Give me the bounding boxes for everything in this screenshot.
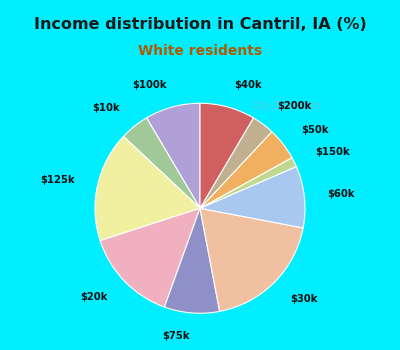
- Wedge shape: [146, 103, 200, 208]
- Text: $10k: $10k: [92, 103, 120, 113]
- Wedge shape: [95, 136, 200, 241]
- Wedge shape: [100, 208, 200, 307]
- Wedge shape: [124, 118, 200, 208]
- Text: $20k: $20k: [81, 292, 108, 302]
- Text: $75k: $75k: [162, 331, 190, 341]
- Wedge shape: [200, 158, 296, 208]
- Wedge shape: [200, 103, 254, 208]
- Text: Income distribution in Cantril, IA (%): Income distribution in Cantril, IA (%): [34, 17, 366, 32]
- Wedge shape: [200, 167, 305, 228]
- Text: $125k: $125k: [40, 175, 75, 185]
- Text: City-Data.com: City-Data.com: [251, 101, 321, 111]
- Text: $30k: $30k: [290, 294, 318, 304]
- Text: White residents: White residents: [138, 44, 262, 58]
- Wedge shape: [200, 118, 272, 208]
- Text: $200k: $200k: [277, 101, 311, 111]
- Text: $100k: $100k: [132, 80, 166, 90]
- Text: $50k: $50k: [301, 125, 329, 135]
- Text: $40k: $40k: [234, 80, 262, 90]
- Wedge shape: [200, 132, 292, 208]
- Text: $60k: $60k: [327, 189, 355, 199]
- Text: $150k: $150k: [315, 147, 350, 157]
- Wedge shape: [200, 208, 303, 312]
- Wedge shape: [164, 208, 220, 313]
